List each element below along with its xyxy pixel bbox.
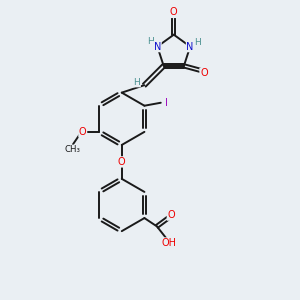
Text: H: H	[148, 37, 154, 46]
Text: H: H	[194, 38, 201, 46]
Text: O: O	[167, 210, 175, 220]
Text: O: O	[170, 8, 178, 17]
Text: OH: OH	[162, 238, 177, 248]
Text: CH₃: CH₃	[65, 145, 81, 154]
Text: I: I	[165, 98, 167, 108]
Text: H: H	[134, 78, 140, 87]
Text: N: N	[187, 42, 194, 52]
Text: O: O	[118, 157, 126, 167]
Text: O: O	[79, 127, 87, 137]
Text: N: N	[154, 42, 161, 52]
Text: O: O	[200, 68, 208, 78]
